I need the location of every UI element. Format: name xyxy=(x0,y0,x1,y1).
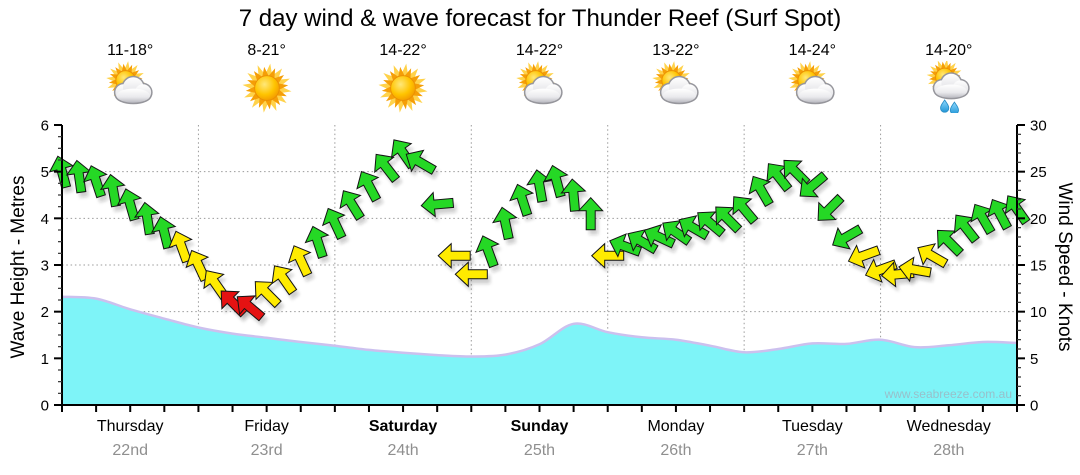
wind-arrow-shadows xyxy=(52,144,1033,326)
day-name: Saturday xyxy=(368,418,438,435)
day-date: 25th xyxy=(523,442,556,459)
day-name: Wednesday xyxy=(906,418,991,435)
sun-cloud-icon xyxy=(514,61,566,113)
left-tick-label: 4 xyxy=(41,211,49,228)
wind-arrow xyxy=(748,175,774,208)
wind-arrow xyxy=(799,171,829,198)
axes xyxy=(54,124,1025,412)
wind-arrow xyxy=(116,188,143,222)
cloud xyxy=(659,75,699,105)
left-tick-label: 5 xyxy=(41,164,49,181)
wind-arrow xyxy=(847,244,881,269)
cloud xyxy=(796,75,835,105)
sun-cloud-icon xyxy=(104,61,156,113)
left-tick-label: 6 xyxy=(41,118,49,135)
wind-arrow xyxy=(492,206,518,241)
wind-arrow xyxy=(643,224,676,249)
wind-arrow xyxy=(864,258,898,283)
wind-arrow xyxy=(454,261,488,288)
wind-arrow xyxy=(590,242,625,269)
wind-arrow xyxy=(339,190,365,221)
left-axis-label: Wave Height - Metres xyxy=(8,175,29,359)
right-tick-label: 30 xyxy=(1030,118,1047,135)
left-tick-label: 3 xyxy=(41,258,49,275)
right-tick-label: 15 xyxy=(1030,258,1047,275)
wind-arrow xyxy=(405,149,437,175)
cloud xyxy=(114,75,153,105)
day-name: Monday xyxy=(647,418,705,435)
right-tick-label: 10 xyxy=(1030,304,1047,321)
wind-arrow xyxy=(697,211,726,238)
sun-cloud-rain-icon xyxy=(923,59,975,115)
day-date: 24th xyxy=(387,442,419,459)
wind-arrow xyxy=(817,193,845,221)
sun-cloud-icon xyxy=(786,61,838,113)
day-date: 23rd xyxy=(250,442,283,459)
cloud xyxy=(932,72,970,100)
wave-height-area xyxy=(61,295,1018,405)
left-tick-label: 2 xyxy=(41,304,49,321)
wind-arrow xyxy=(374,153,401,184)
temp-range: 14-22° xyxy=(515,42,564,59)
wind-arrow xyxy=(236,295,266,322)
tick-labels: 0 1 2 3 4 5 6 0 5 10 15 20 25 30 xyxy=(41,118,1047,415)
temp-range: 8-21° xyxy=(247,42,286,59)
right-tick-label: 25 xyxy=(1030,164,1047,181)
day-name: Tuesday xyxy=(781,418,843,435)
wind-arrow xyxy=(678,215,710,241)
wind-arrow xyxy=(560,178,587,212)
day-date: 22nd xyxy=(112,442,148,459)
temp-range: 14-20° xyxy=(925,42,973,59)
right-tick-label: 0 xyxy=(1030,398,1038,415)
day-date: 28th xyxy=(933,442,965,459)
temp-range: 11-18° xyxy=(107,42,154,59)
wind-arrow xyxy=(168,230,193,264)
wind-arrow xyxy=(99,173,126,208)
wind-arrow xyxy=(133,201,160,236)
day-date: 27th xyxy=(796,442,828,459)
wind-arrow xyxy=(543,164,569,199)
wind-arrow xyxy=(271,265,298,296)
sun-core xyxy=(253,75,280,101)
wind-arrow xyxy=(526,169,553,203)
temp-range: 14-22° xyxy=(379,42,427,59)
day-name: Thursday xyxy=(96,418,164,435)
sun-icon xyxy=(241,61,293,113)
sun-core xyxy=(390,75,416,101)
wind-arrow xyxy=(356,170,382,203)
wind-arrow xyxy=(420,191,455,218)
wind-arrow xyxy=(150,216,177,250)
wind-arrow xyxy=(577,196,604,231)
cloud xyxy=(523,75,563,105)
wind-arrow xyxy=(321,207,347,241)
wind-arrow xyxy=(832,224,864,250)
wind-arrow xyxy=(715,206,743,234)
day-name: Sunday xyxy=(510,418,569,435)
temp-range: 14-24° xyxy=(788,42,836,59)
left-tick-label: 1 xyxy=(41,351,49,368)
wind-arrow xyxy=(732,196,759,225)
sun-icon xyxy=(377,61,429,113)
sun-cloud-icon xyxy=(650,61,702,113)
watermark: www.seabreeze.com.au xyxy=(884,387,1012,401)
temp-range: 13-22° xyxy=(652,42,700,59)
raindrop xyxy=(939,99,949,113)
day-date: 26th xyxy=(660,442,692,459)
wind-arrow xyxy=(898,256,932,283)
wind-arrow xyxy=(437,242,471,269)
wind-arrow xyxy=(304,225,330,259)
day-name: Friday xyxy=(244,418,289,435)
left-tick-label: 0 xyxy=(41,398,49,415)
wind-arrow xyxy=(917,243,949,269)
right-tick-label: 5 xyxy=(1030,351,1038,368)
wind-arrow xyxy=(509,183,535,217)
right-axis-label: Wind Speed - Knots xyxy=(1054,182,1075,352)
wind-arrow xyxy=(475,235,500,269)
wind-arrow xyxy=(287,245,313,278)
wind-arrows xyxy=(48,139,1031,322)
page-title: 7 day wind & wave forecast for Thunder R… xyxy=(238,5,842,32)
right-tick-label: 20 xyxy=(1030,211,1047,228)
